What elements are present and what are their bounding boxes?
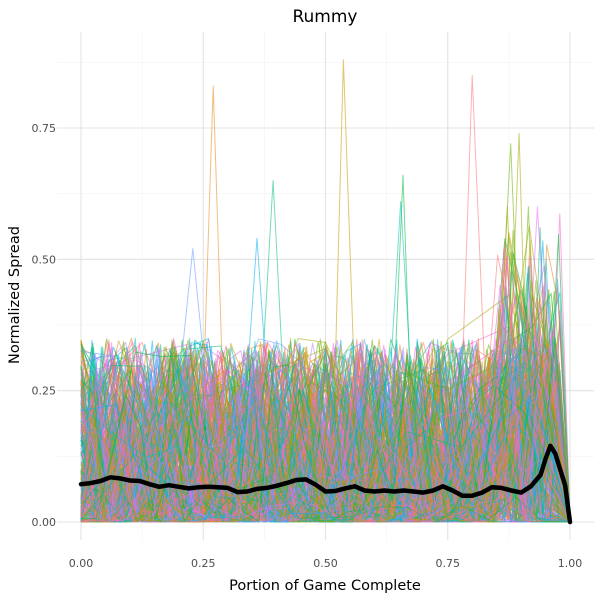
- trajectory-line: [80, 284, 571, 523]
- x-tick-label: 0.25: [191, 557, 216, 570]
- x-tick-label: 0.75: [436, 557, 461, 570]
- trajectory-lines: [80, 59, 571, 523]
- trajectory-line: [80, 270, 571, 523]
- y-tick-labels: 0.00 0.25 0.50 0.75: [32, 122, 57, 529]
- trajectory-line: [80, 336, 571, 523]
- x-tick-labels: 0.00 0.25 0.50 0.75 1.00: [69, 557, 583, 570]
- x-tick-label: 0.00: [69, 557, 94, 570]
- mean-spread-line: [78, 443, 573, 525]
- y-tick-label: 0.25: [32, 385, 57, 398]
- trajectory-line: [81, 337, 571, 523]
- trajectory-line: [80, 346, 571, 523]
- x-tick-label: 1.00: [558, 557, 583, 570]
- trajectory-line: [80, 347, 571, 523]
- trajectory-line: [80, 348, 571, 523]
- mean-line-group: [78, 443, 573, 525]
- x-axis-title: Portion of Game Complete: [229, 578, 421, 594]
- y-tick-label: 0.50: [32, 253, 57, 266]
- y-axis-title: Normalized Spread: [7, 226, 23, 364]
- trajectory-line: [80, 338, 571, 523]
- x-tick-label: 0.50: [313, 557, 338, 570]
- trajectory-line: [80, 244, 571, 523]
- trajectory-line: [80, 349, 571, 523]
- y-tick-label: 0.75: [32, 122, 57, 135]
- chart-title: Rummy: [292, 7, 357, 27]
- trajectory-line: [80, 353, 571, 523]
- trajectory-line: [80, 386, 571, 523]
- trajectory-line: [80, 282, 571, 523]
- y-tick-label: 0.00: [32, 516, 57, 529]
